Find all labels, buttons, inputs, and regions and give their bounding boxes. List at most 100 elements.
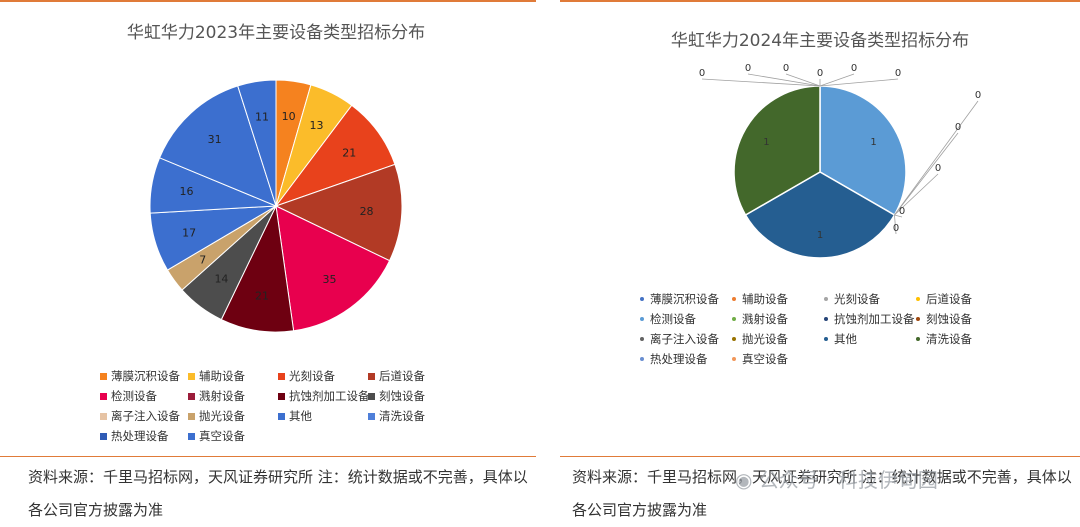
data-label: 1 [763, 137, 769, 148]
data-label: 0 [699, 68, 705, 79]
legend-label: 真空设备 [742, 352, 788, 366]
legend-swatch [100, 392, 107, 400]
data-label: 11 [255, 110, 269, 123]
chart-title: 华虹华力2024年主要设备类型招标分布 [671, 31, 969, 51]
data-label: 7 [199, 254, 206, 267]
legend-entry: 离子注入设备 [640, 331, 719, 347]
data-label: 0 [899, 206, 905, 217]
legend-swatch [188, 432, 195, 440]
divider-rule [560, 456, 1080, 457]
legend-entry: 薄膜沉积设备 [640, 291, 719, 307]
legend-swatch [368, 392, 375, 400]
data-label: 1 [870, 137, 876, 148]
legend-swatch [732, 317, 736, 321]
legend-entry: 抛光设备 [188, 408, 245, 424]
legend-label: 热处理设备 [111, 429, 169, 443]
leader-line [701, 78, 821, 87]
legend-swatch [824, 297, 828, 301]
chart-title: 华虹华力2023年主要设备类型招标分布 [127, 23, 425, 43]
legend-entry: 抛光设备 [732, 331, 788, 347]
data-label: 35 [323, 273, 337, 286]
legend-entry: 后道设备 [368, 368, 425, 384]
legend-label: 光刻设备 [289, 369, 335, 383]
legend-entry: 抗蚀剂加工设备 [278, 388, 370, 404]
legend-label: 抗蚀剂加工设备 [289, 389, 370, 403]
data-label: 0 [745, 63, 751, 74]
leader-line [819, 73, 855, 87]
legend-label: 光刻设备 [834, 292, 880, 306]
legend-swatch [100, 412, 107, 420]
legend-label: 离子注入设备 [650, 332, 719, 346]
legend-entry: 薄膜沉积设备 [100, 368, 180, 384]
legend-label: 清洗设备 [926, 332, 972, 346]
data-label: 10 [282, 110, 296, 123]
pie-slice [275, 205, 391, 332]
legend-entry: 离子注入设备 [100, 408, 180, 424]
data-label: 31 [208, 133, 222, 146]
legend-swatch [640, 357, 644, 361]
legend-label: 真空设备 [199, 429, 245, 443]
data-label: 0 [893, 223, 899, 234]
data-label: 16 [180, 185, 194, 198]
pie-chart-2023: 华虹华力2023年主要设备类型招标分布 10 13 21 28 35 21 14 7 17 16 3… [127, 23, 425, 333]
legend-swatch [824, 317, 828, 321]
legend-label: 抛光设备 [742, 332, 788, 346]
pie-slice [819, 85, 907, 217]
data-label: 13 [310, 119, 324, 132]
watermark: ◉ 公众号 · 科技伊甸园 [735, 464, 938, 493]
data-label: 0 [975, 90, 981, 101]
legend-label: 溅射设备 [742, 312, 788, 326]
legend-entry: 热处理设备 [100, 428, 169, 444]
legend-label: 抛光设备 [199, 409, 245, 423]
legend-label: 辅助设备 [199, 369, 245, 383]
legend-entry: 检测设备 [640, 311, 696, 327]
legend-entry: 光刻设备 [824, 291, 880, 307]
legend-swatch [732, 357, 736, 361]
legend-label: 其他 [289, 409, 312, 423]
legend-swatch [824, 337, 828, 341]
divider-rule [0, 456, 536, 457]
data-label: 0 [817, 68, 823, 79]
legend-entry: 其他 [824, 331, 857, 347]
legend-swatch [368, 412, 375, 420]
source-note: 资料来源：千里马招标网，天风证券研究所 注：统计数据或不完善，具体以各公司官方披… [572, 468, 1072, 519]
wechat-icon: ◉ [735, 468, 753, 492]
legend-entry: 其他 [278, 408, 312, 424]
data-label: 21 [255, 290, 269, 303]
legend-swatch [100, 432, 107, 440]
data-label: 14 [214, 272, 228, 285]
legend-entry: 清洗设备 [916, 331, 972, 347]
legend-swatch [278, 372, 285, 380]
source-note: 资料来源：千里马招标网，天风证券研究所 注：统计数据或不完善，具体以各公司官方披… [28, 468, 528, 519]
legend-swatch [188, 412, 195, 420]
data-label: 0 [783, 63, 789, 74]
legend-entry: 热处理设备 [640, 351, 708, 367]
leader-line [894, 214, 897, 235]
legend-swatch [732, 297, 736, 301]
pie-slice [733, 85, 821, 217]
legend-swatch [640, 337, 644, 341]
legend-label: 清洗设备 [379, 409, 425, 423]
legend-label: 溅射设备 [199, 389, 245, 403]
legend-swatch [188, 392, 195, 400]
legend-entry: 光刻设备 [278, 368, 335, 384]
data-label: 0 [935, 163, 941, 174]
legend-2023: 薄膜沉积设备 辅助设备 光刻设备 后道设备 检测设备 溅射设备 抗蚀剂加工设备 刻蚀设备 离子注… [100, 368, 460, 448]
legend-entry: 真空设备 [188, 428, 245, 444]
data-label: 0 [851, 63, 857, 74]
legend-label: 薄膜沉积设备 [111, 369, 180, 383]
data-label: 0 [955, 122, 961, 133]
legend-label: 其他 [834, 332, 857, 346]
legend-entry: 抗蚀剂加工设备 [824, 311, 915, 327]
legend-swatch [278, 412, 285, 420]
legend-swatch [640, 297, 644, 301]
data-label: 28 [360, 205, 374, 218]
legend-label: 抗蚀剂加工设备 [834, 312, 915, 326]
legend-swatch [368, 372, 375, 380]
legend-entry: 辅助设备 [188, 368, 245, 384]
legend-label: 刻蚀设备 [926, 312, 972, 326]
legend-label: 刻蚀设备 [379, 389, 425, 403]
leader-line [747, 73, 821, 87]
